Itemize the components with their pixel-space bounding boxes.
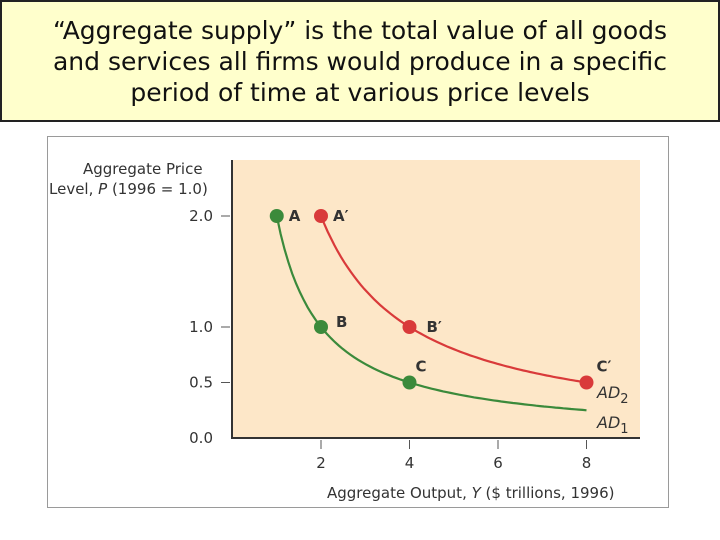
point-c [402,375,417,390]
point-a-prime [314,209,328,223]
y-tick-label: 1.0 [189,318,213,336]
x-axis-label: Aggregate Output, Y ($ trillions, 1996) [327,484,615,502]
x-tick-label: 6 [493,454,503,472]
point-label: A [289,207,301,225]
y-axis-label-variable: P [98,180,108,198]
y-tick-label: 0.5 [189,374,213,392]
curve-ad2 [319,215,587,384]
x-axis-label-prefix: Aggregate Output, [327,484,472,502]
point-a [269,209,284,223]
point-label: C′ [597,358,612,376]
y-axis-label-line1: Aggregate Price [83,160,203,178]
y-tick-label: 2.0 [189,207,213,225]
x-tick-label: 8 [582,454,592,472]
y-axis-label-prefix: Level, [49,180,98,198]
x-axis-label-suffix: ($ trillions, 1996) [481,484,615,502]
x-tick-label: 2 [316,454,326,472]
point-label: A′ [333,207,349,225]
point-b-prime [402,320,417,334]
slide-title-box: “Aggregate supply” is the total value of… [0,0,720,122]
plot-background [232,160,640,438]
point-label: C [416,358,427,376]
point-b [314,320,328,334]
point-c-prime [579,375,594,390]
curve-ad1 [275,215,587,412]
point-label: B [336,313,347,331]
y-tick-label: 0.0 [189,429,213,447]
series-label-ad1: AD1 [596,413,629,437]
point-label: B′ [427,318,442,336]
x-tick-label: 4 [405,454,415,472]
slide-title: “Aggregate supply” is the total value of… [52,15,668,107]
y-axis-label-line2: Level, P (1996 = 1.0) [49,180,208,198]
x-axis-label-variable: Y [472,484,483,502]
series-label-ad2: AD2 [596,383,629,407]
y-axis-label-suffix: (1996 = 1.0) [107,180,208,198]
